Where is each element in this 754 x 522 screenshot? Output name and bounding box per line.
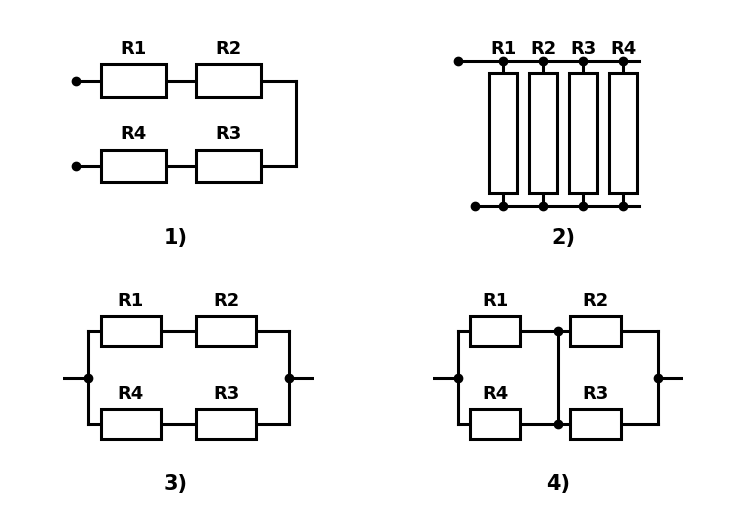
Text: R4: R4 xyxy=(483,385,508,402)
Bar xyxy=(529,73,556,193)
Text: R4: R4 xyxy=(118,385,144,402)
Bar xyxy=(196,409,256,439)
Bar xyxy=(101,316,161,346)
Text: R2: R2 xyxy=(216,40,242,58)
Text: R1: R1 xyxy=(120,40,146,58)
Text: R1: R1 xyxy=(490,40,516,58)
Bar xyxy=(569,73,597,193)
Text: R4: R4 xyxy=(120,125,146,143)
Text: R1: R1 xyxy=(483,292,508,310)
Bar xyxy=(470,316,520,346)
Bar xyxy=(470,409,520,439)
Bar xyxy=(489,73,516,193)
Text: 4): 4) xyxy=(546,474,570,494)
Text: R3: R3 xyxy=(571,40,596,58)
Bar xyxy=(196,64,261,97)
Text: R3: R3 xyxy=(582,385,608,402)
Bar xyxy=(101,149,166,182)
Bar xyxy=(196,316,256,346)
Text: R2: R2 xyxy=(213,292,239,310)
Text: R3: R3 xyxy=(216,125,242,143)
Text: R3: R3 xyxy=(213,385,239,402)
Bar xyxy=(196,149,261,182)
Text: 1): 1) xyxy=(164,229,188,248)
Bar xyxy=(571,316,621,346)
Bar xyxy=(571,409,621,439)
Bar xyxy=(609,73,637,193)
Text: 2): 2) xyxy=(551,229,575,248)
Text: R4: R4 xyxy=(611,40,637,58)
Text: R1: R1 xyxy=(118,292,144,310)
Bar xyxy=(101,409,161,439)
Text: R2: R2 xyxy=(582,292,608,310)
Text: R2: R2 xyxy=(530,40,556,58)
Text: 3): 3) xyxy=(164,474,188,494)
Bar xyxy=(101,64,166,97)
